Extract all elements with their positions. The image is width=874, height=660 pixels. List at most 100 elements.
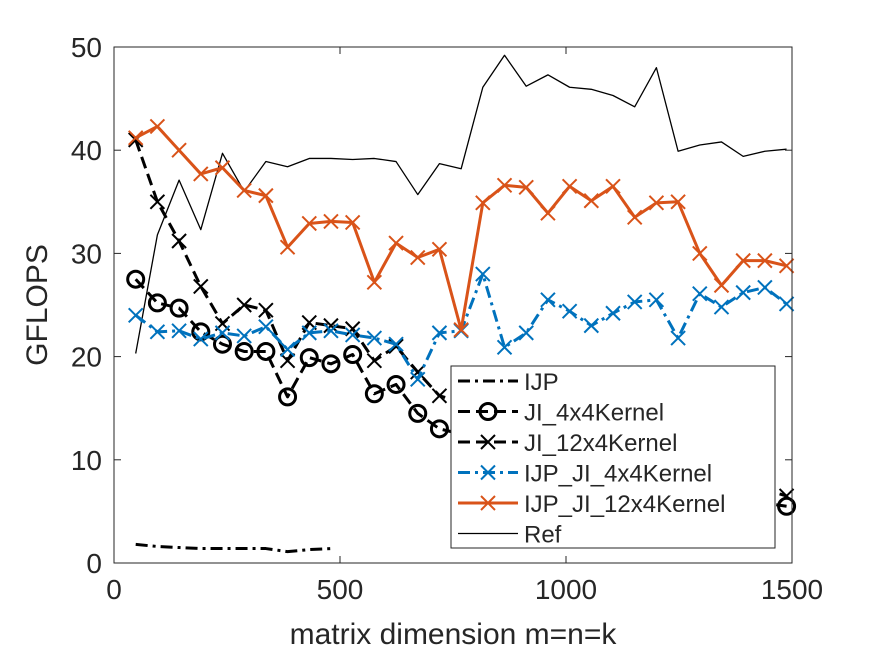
series-ijp-ji-4x4kernel-marker — [475, 266, 491, 282]
series-ji-4x4kernel-marker — [278, 387, 298, 407]
series-ijp-ji-12x4kernel-marker — [301, 215, 317, 232]
series-ijp-ji-4x4kernel-marker — [496, 339, 513, 356]
series-ijp-ji-12x4kernel-marker — [496, 177, 513, 193]
series-ijp-ji-4x4kernel-marker — [323, 323, 339, 339]
x-tick-label: 1000 — [535, 574, 597, 605]
series-ji-12x4kernel-marker — [778, 488, 795, 504]
series-ji-4x4kernel-marker — [212, 334, 232, 354]
legend: IJP JI_4x4Kernel JI_12x4Kernel IJP_JI_4x4Ke… — [450, 365, 776, 549]
series-ijp-ji-4x4kernel-marker — [236, 328, 252, 344]
series-ji-4x4kernel-marker — [147, 293, 167, 313]
series-ji-4x4kernel-marker — [256, 341, 276, 361]
series-ijp-ji-4x4kernel-marker — [171, 323, 187, 339]
series-ijp — [135, 542, 332, 554]
series-ji-12x4kernel-marker — [171, 233, 187, 249]
series-ijp-ji-4x4kernel-marker — [388, 336, 404, 352]
series-ijp-ji-4x4kernel-marker — [366, 330, 383, 346]
legend-item-ijp-label: IJP — [524, 369, 559, 396]
series-ijp-ji-12x4kernel-marker — [366, 274, 383, 291]
series-ji-4x4kernel-marker — [386, 374, 406, 394]
series-ji-4x4kernel-marker — [777, 496, 797, 516]
series-ji-12x4kernel-marker — [410, 364, 426, 380]
series-ijp-ji-12x4kernel-marker — [540, 205, 556, 221]
series-ijp-ji-4x4kernel-marker — [670, 330, 686, 346]
series-ijp-ji-12x4kernel-marker — [410, 249, 426, 266]
x-tick-label: 0 — [106, 574, 122, 605]
legend-item-ref: Ref — [458, 522, 562, 549]
series-ijp-ji-12x4kernel-marker — [475, 195, 491, 211]
series-ji-4x4kernel-marker — [343, 345, 363, 365]
legend-item-ji-12x4kernel: JI_12x4Kernel — [458, 430, 677, 457]
series-ijp-ji-4x4kernel-marker — [344, 327, 361, 343]
ticks-layer: 0 500 1000 1500 0 10 20 30 40 50 — [71, 32, 823, 605]
series-ijp-ji-4x4kernel-marker — [193, 331, 209, 347]
series-ijp-ji-12x4kernel-marker — [735, 252, 751, 269]
series-ji-4x4kernel-marker — [321, 354, 341, 374]
series-ijp-ji-12x4kernel — [127, 118, 795, 338]
legend-item-ijp: IJP — [458, 369, 559, 396]
series-ji-4x4kernel-marker — [169, 298, 189, 318]
legend-item-ji-12x4kernel-marker — [480, 434, 496, 450]
legend-item-ji-4x4kernel: JI_4x4Kernel — [458, 400, 664, 427]
series-ji-12x4kernel-marker — [149, 194, 166, 210]
series-ji-4x4kernel-marker — [408, 403, 428, 423]
legend-item-ji-4x4kernel-marker — [478, 402, 498, 421]
series-ijp-ji-12x4kernel-marker — [388, 235, 404, 251]
series-ijp-ji-4x4kernel-marker — [258, 318, 274, 335]
series-ijp-ji-4x4kernel-marker — [626, 294, 643, 310]
series-ji-4x4kernel-marker — [299, 348, 319, 368]
legend-item-ref-label: Ref — [524, 522, 562, 549]
series-ijp-ji-4x4kernel-marker — [518, 325, 534, 341]
series-ijp-ji-4x4kernel-marker — [757, 279, 773, 296]
y-tick-label: 50 — [71, 32, 102, 63]
series-ji-4x4kernel-marker — [234, 341, 254, 361]
series-ijp-ji-12x4kernel-marker — [713, 277, 730, 294]
series-ijp-ji-4x4kernel-marker — [149, 324, 166, 340]
series-ji-4x4kernel-marker — [126, 269, 146, 289]
legend-item-ijp-ji-12x4kernel-marker — [480, 495, 496, 511]
y-tick-label: 40 — [71, 135, 102, 166]
series-ijp-ji-4x4kernel-marker — [214, 325, 231, 341]
series-ijp-ji-12x4kernel-marker — [453, 322, 469, 338]
series-ijp-ji-12x4kernel-marker — [149, 118, 166, 135]
x-tick-label: 1500 — [761, 574, 823, 605]
series-ijp-ji-4x4kernel-marker — [735, 284, 751, 301]
legend-item-ijp-ji-12x4kernel: IJP_JI_12x4Kernel — [458, 491, 725, 518]
y-axis-label: GFLOPS — [21, 244, 54, 366]
series-ijp-ji-4x4kernel-marker — [778, 296, 795, 312]
series-ijp-ji-12x4kernel-marker — [583, 193, 600, 209]
series-ijp-ji-4x4kernel-marker — [301, 325, 317, 341]
series-ijp-ji-4x4kernel-marker — [540, 292, 556, 308]
series-ijp-ji-12x4kernel-marker — [561, 178, 578, 195]
legend-item-ijp-ji-12x4kernel-label: IJP_JI_12x4Kernel — [524, 491, 725, 518]
series-ji-12x4kernel-marker — [236, 297, 252, 313]
legend-box — [450, 365, 776, 549]
legend-item-ji-12x4kernel-label: JI_12x4Kernel — [524, 430, 677, 457]
legend-item-ijp-ji-4x4kernel-marker — [480, 464, 496, 481]
series-ijp-ji-12x4kernel-marker — [648, 195, 665, 211]
series-ijp-ji-4x4kernel-marker — [410, 371, 426, 388]
series-ijp-ji-12x4kernel-marker — [431, 241, 448, 257]
series-ijp-ji-12x4kernel-marker — [518, 179, 534, 196]
y-tick-label: 10 — [71, 445, 102, 476]
y-tick-label: 20 — [71, 342, 102, 373]
x-tick-label: 500 — [317, 574, 364, 605]
series-ji-12x4kernel-marker — [258, 302, 274, 318]
series-ijp-ji-4x4kernel-marker — [561, 303, 578, 319]
series-ijp-ji-12x4kernel-marker — [323, 213, 339, 230]
series-ijp-ji-4x4kernel-marker — [605, 305, 621, 321]
series-ijp-ji-12x4kernel-marker — [605, 178, 621, 195]
axes-box — [113, 46, 793, 564]
series-ijp-ji-12x4kernel-marker — [193, 166, 209, 182]
series-ijp-ji-4x4kernel-marker — [583, 317, 600, 334]
legend-item-ijp-ji-4x4kernel: IJP_JI_4x4Kernel — [458, 461, 712, 488]
series-ijp-ji-12x4kernel-marker — [626, 209, 643, 225]
series-ji-12x4kernel-marker — [366, 353, 383, 369]
legend-item-ijp-ji-4x4kernel-label: IJP_JI_4x4Kernel — [524, 461, 712, 488]
series-ijp-ji-12x4kernel-marker — [258, 187, 274, 204]
series-ji-12x4kernel-marker — [344, 321, 361, 337]
series-ji-4x4kernel-marker — [429, 419, 449, 439]
series-ijp-ji-4x4kernel-marker — [431, 325, 448, 341]
series-ijp-ji-4x4kernel-marker — [127, 307, 144, 324]
